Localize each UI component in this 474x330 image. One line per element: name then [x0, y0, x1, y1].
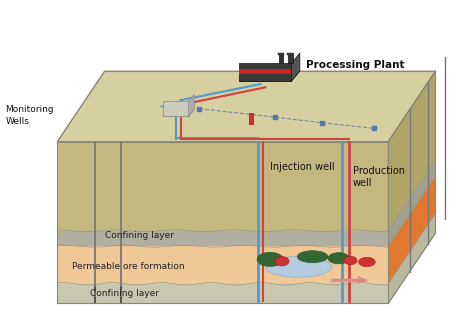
Polygon shape	[388, 71, 436, 304]
Polygon shape	[163, 101, 189, 116]
Polygon shape	[239, 63, 292, 81]
Text: Injection well: Injection well	[270, 162, 335, 172]
Polygon shape	[388, 214, 436, 304]
Bar	[287, 52, 293, 55]
Text: Permeable ore formation: Permeable ore formation	[72, 262, 184, 271]
Text: Confining layer: Confining layer	[105, 231, 173, 240]
Polygon shape	[388, 176, 436, 284]
Text: Processing Plant: Processing Plant	[307, 60, 405, 70]
Polygon shape	[57, 284, 388, 304]
Polygon shape	[388, 160, 436, 246]
Ellipse shape	[297, 251, 328, 263]
Text: Confining layer: Confining layer	[91, 289, 159, 298]
Ellipse shape	[275, 256, 289, 266]
Polygon shape	[57, 246, 388, 284]
Polygon shape	[57, 231, 388, 246]
Polygon shape	[292, 53, 300, 81]
Text: Monitoring
Wells: Monitoring Wells	[5, 105, 54, 126]
Polygon shape	[189, 95, 194, 116]
Text: Production
well: Production well	[353, 166, 405, 188]
Ellipse shape	[359, 257, 375, 267]
Ellipse shape	[344, 256, 357, 265]
Bar	[239, 70, 292, 74]
Ellipse shape	[265, 256, 331, 277]
Bar	[288, 53, 292, 63]
Polygon shape	[239, 71, 300, 81]
Polygon shape	[57, 71, 436, 142]
Polygon shape	[163, 110, 194, 116]
Bar	[279, 53, 283, 63]
Polygon shape	[57, 142, 388, 304]
Bar	[278, 52, 284, 55]
Ellipse shape	[257, 252, 283, 267]
Ellipse shape	[328, 252, 349, 264]
Bar	[249, 114, 253, 124]
